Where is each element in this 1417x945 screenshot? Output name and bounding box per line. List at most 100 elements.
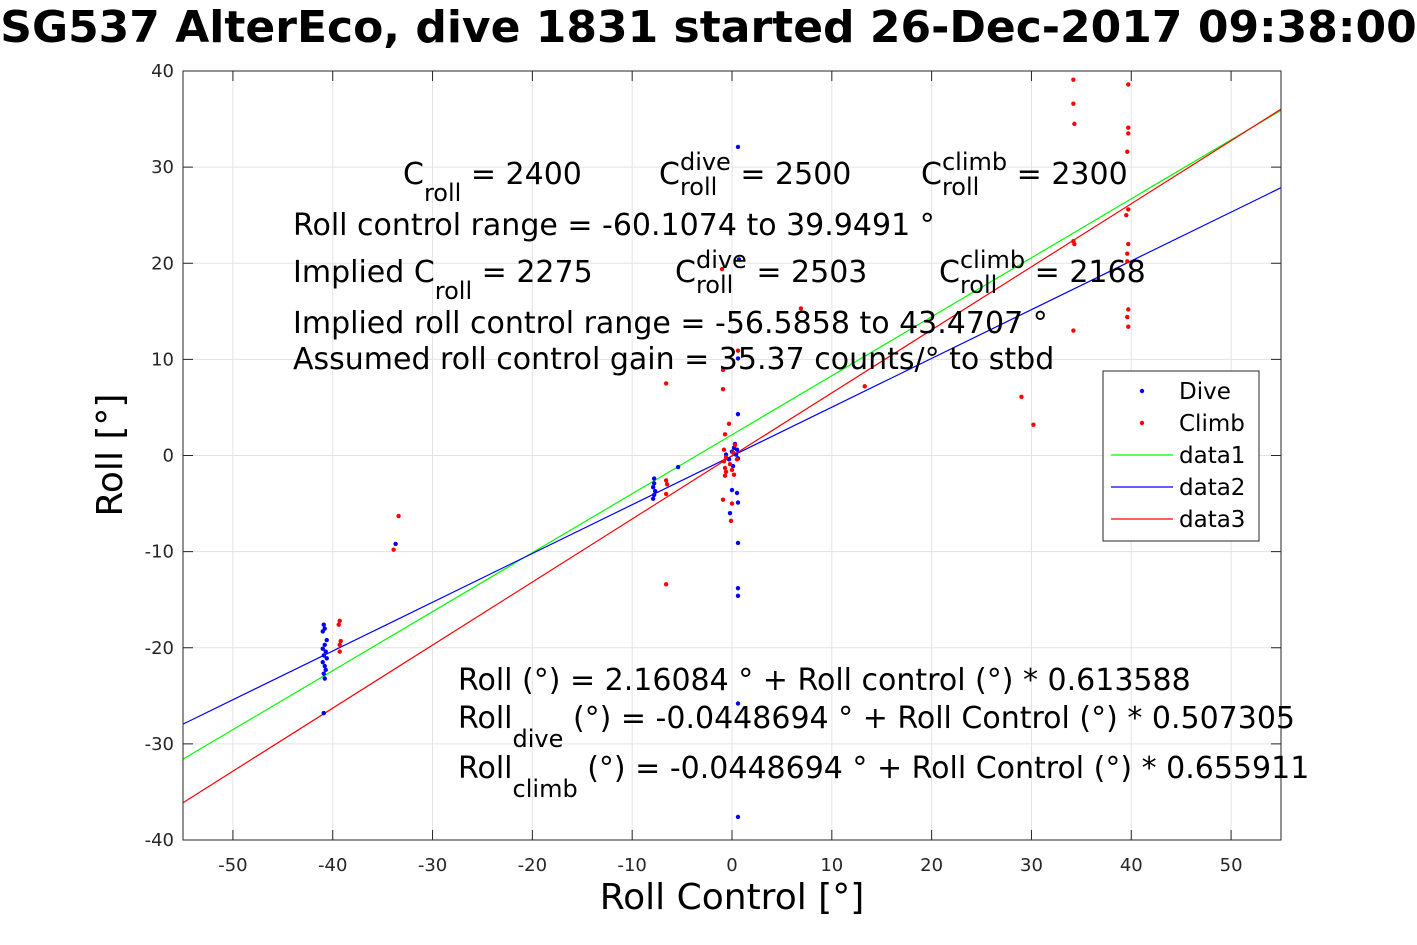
climb-point [1126,324,1131,329]
climb-point [1126,307,1131,312]
dive-point [735,585,741,591]
dive-point [652,488,658,494]
y-tick-label: -10 [145,542,174,563]
climb-point [722,465,728,471]
climb-point [664,482,670,487]
c-roll-annotation: Croll = 2400 [403,157,582,207]
climb-point [1126,207,1131,212]
climb-point [1125,314,1130,320]
x-tick-label: -20 [518,855,547,876]
climb-point [720,367,726,373]
axis-ticks: -50 -40 -30 -20 -10 0 10 20 30 40 50 -40 -30 -20 -10 0 1… [145,61,1281,876]
climb-point [1072,241,1077,247]
y-tick-label: 20 [151,253,174,274]
dive-point [734,490,740,496]
x-tick-label: 20 [920,855,943,876]
climb-point [730,450,736,455]
dive-point [323,649,328,654]
fit-line-data3 [182,108,1282,804]
legend-label-dive: Dive [1179,379,1231,405]
dive-point [320,646,325,651]
dive-point [735,144,741,150]
dive-point [322,663,327,669]
x-tick-label: 0 [726,855,737,876]
fit-dive-equation-annotation: Rolldive (°) = -0.0448694 ° + Roll Contr… [458,701,1296,753]
climb-point [721,447,727,452]
legend-label-data2: data2 [1179,475,1245,501]
dive-point [735,540,741,546]
climb-point [1031,422,1036,427]
climb-point [391,547,396,552]
dive-point [736,257,742,262]
climb-point [726,421,732,426]
climb-point [396,513,401,519]
dive-point [735,701,741,706]
climb-point [862,384,867,389]
legend-box [1102,370,1260,542]
climb-point [729,501,735,506]
y-tick-label: -40 [145,830,174,851]
climb-point [337,642,342,648]
fit-line-data1 [182,109,1282,760]
legend-swatch-dive [1139,388,1145,394]
dive-point [675,464,681,470]
climb-point [1126,125,1131,130]
y-tick-label: 40 [151,61,174,82]
fit-lines [182,108,1282,804]
dive-point [322,642,327,648]
climb-point [337,649,342,654]
climb-point [1125,149,1130,154]
dive-point [320,629,325,634]
climb-point [731,472,737,477]
dive-point [729,487,735,493]
climb-point [722,432,728,437]
roll-control-gain-annotation: Assumed roll control gain = 35.37 counts… [293,342,1055,377]
x-tick-label: -50 [218,855,247,876]
x-tick-label: -10 [617,855,646,876]
dive-point [324,656,329,661]
dive-point [323,667,328,673]
climb-point [1071,101,1076,106]
dive-point [322,676,327,681]
climb-point [1125,259,1130,264]
climb-point [663,491,669,497]
dive-point [321,671,326,676]
y-tick-label: 10 [151,349,174,370]
climb-point [729,467,735,473]
dive-point [321,710,326,716]
dive-point [321,622,326,627]
climb-point [1124,212,1129,218]
y-tick-label: -30 [145,734,174,755]
roll-control-range-annotation: Roll control range = -60.1074 to 39.9491… [293,208,935,243]
fit-climb-equation-annotation: Rollclimb (°) = -0.0448694 ° + Roll Cont… [458,751,1310,803]
climb-point [727,461,733,467]
x-tick-label: 30 [1020,855,1043,876]
x-tick-label: 10 [820,855,843,876]
dive-point [651,481,657,486]
climb-point [1019,394,1024,400]
dive-point [651,476,657,481]
legend-label-data3: data3 [1179,507,1245,533]
climb-point [723,455,729,460]
dive-point [727,510,733,516]
climb-point [1126,131,1131,136]
chart-title: SG537 AlterEco, dive 1831 started 26-Dec… [0,2,1417,53]
climb-point [720,386,726,392]
legend-swatch-climb [1139,420,1145,426]
y-tick-label: 0 [163,446,174,467]
dive-point [735,593,741,599]
climb-point [798,306,804,311]
legend: Dive Climb data1 data2 data3 [1102,370,1260,542]
climb-point [1071,77,1076,82]
climb-point [722,473,728,478]
climb-point [732,442,738,448]
fit-equation-annotation: Roll (°) = 2.16084 ° + Roll control (°) … [458,663,1191,698]
climb-point [1125,251,1130,256]
climb-point [338,638,343,644]
dive-point [393,541,398,547]
implied-roll-range-annotation: Implied roll control range = -56.5858 to… [293,306,1048,341]
